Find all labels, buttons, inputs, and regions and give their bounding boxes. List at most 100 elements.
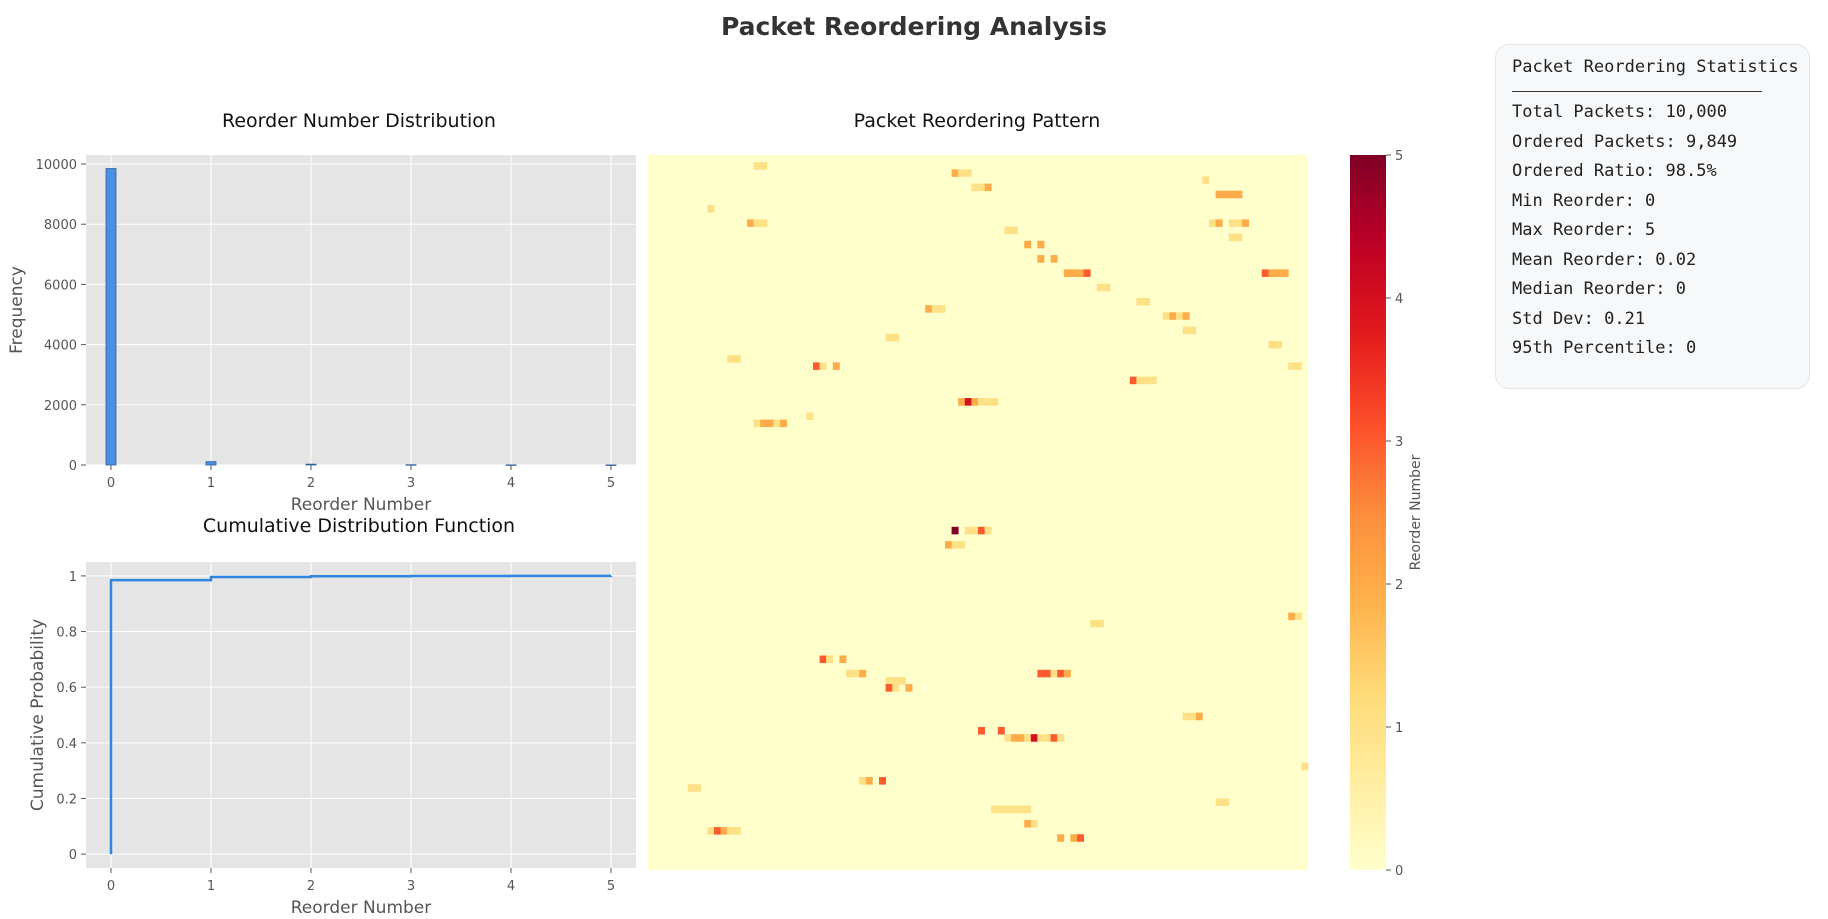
heatmap-cell xyxy=(1288,362,1296,370)
heatmap-cell xyxy=(938,305,946,313)
heatmap-cell xyxy=(1024,805,1032,814)
heatmap-cell xyxy=(760,219,768,227)
heatmap-cell xyxy=(1189,712,1197,721)
heatmap-cell xyxy=(1037,734,1045,742)
heatmap-cell xyxy=(747,219,754,227)
heatmap-cell xyxy=(958,169,966,177)
heatmap-cell xyxy=(1222,798,1230,807)
heatmap-cell xyxy=(1004,734,1012,742)
heatmap-cell xyxy=(819,362,827,370)
cdf-tick-label-x: 2 xyxy=(307,879,315,894)
cdf-tick-label-y: 0.2 xyxy=(56,792,77,807)
heatmap-cell xyxy=(806,412,814,420)
heatmap-cell xyxy=(1215,798,1223,807)
heatmap-cell xyxy=(971,183,979,192)
statistics-panel-title: Packet Reordering Statistics xyxy=(1512,57,1799,77)
heatmap-cell xyxy=(1202,176,1210,184)
heatmap-cell xyxy=(1268,340,1276,349)
histogram-tick-label-x: 1 xyxy=(207,476,215,491)
heatmap-cell xyxy=(727,355,735,363)
colorbar-tick-label: 1 xyxy=(1395,721,1403,736)
heatmap-cell xyxy=(753,162,761,170)
heatmap-cell xyxy=(1169,312,1177,320)
histogram-plot-area xyxy=(86,155,636,465)
heatmap-cell xyxy=(1063,269,1071,277)
heatmap-cell xyxy=(945,541,952,549)
heatmap-cell xyxy=(964,526,972,535)
histogram-y-axis-label: Frequency xyxy=(7,266,27,354)
heatmap-cell xyxy=(978,526,985,535)
histogram-bar xyxy=(105,168,117,466)
heatmap-cell xyxy=(1294,612,1302,621)
heatmap-cell xyxy=(720,827,728,835)
heatmap-cell xyxy=(1050,255,1058,263)
colorbar xyxy=(1350,155,1386,870)
statistics-divider xyxy=(1512,91,1762,92)
heatmap-cell xyxy=(964,398,972,406)
heatmap-cell xyxy=(951,526,959,535)
histogram-tick-label-y: 8000 xyxy=(44,218,77,233)
heatmap-cell xyxy=(1024,240,1032,249)
heatmap-cell xyxy=(1057,734,1065,742)
heatmap-cell xyxy=(997,805,1005,814)
stat-min-reorder: Min Reorder: 0 xyxy=(1512,190,1656,211)
heatmap-cell xyxy=(1242,219,1249,227)
heatmap-cell xyxy=(1004,805,1012,814)
heatmap-cell xyxy=(766,419,774,428)
histogram-tick-label-y: 10000 xyxy=(36,158,77,173)
heatmap-cell xyxy=(733,827,741,835)
heatmap-cell xyxy=(1083,269,1091,277)
heatmap-cell xyxy=(1024,734,1032,742)
heatmap-cell xyxy=(997,727,1005,735)
heatmap-cell xyxy=(991,805,999,814)
heatmap-cell xyxy=(1275,340,1282,349)
heatmap-cell xyxy=(1030,734,1038,742)
histogram-bar xyxy=(305,463,317,466)
colorbar-tick-label: 4 xyxy=(1395,292,1403,307)
histogram-bar xyxy=(605,464,617,466)
heatmap-cell xyxy=(1143,376,1150,385)
heatmap-cell xyxy=(1235,190,1243,199)
heatmap-cell xyxy=(1030,819,1038,828)
heatmap-cell xyxy=(1288,612,1296,621)
heatmap-cell xyxy=(951,169,959,177)
heatmap-cell xyxy=(1215,190,1223,199)
heatmap-cell xyxy=(1050,669,1058,678)
heatmap-cell xyxy=(1077,269,1084,277)
histogram-tick-label-x: 0 xyxy=(107,476,115,491)
heatmap-cell xyxy=(885,333,893,342)
heatmap-cell xyxy=(1044,734,1051,742)
cdf-tick-label-x: 4 xyxy=(507,879,515,894)
heatmap-cell xyxy=(1149,376,1157,385)
heatmap-cell xyxy=(826,655,834,664)
heatmap-cell xyxy=(984,183,992,192)
heatmap-cell xyxy=(1228,219,1236,227)
heatmap-cell xyxy=(892,684,900,692)
stat-std-dev: Std Dev: 0.21 xyxy=(1512,308,1646,329)
cdf-tick-label-x: 0 xyxy=(107,879,115,894)
heatmap-cell xyxy=(978,183,985,192)
heatmap-cell xyxy=(1182,312,1190,320)
stat-ordered-packets: Ordered Packets: 9,849 xyxy=(1512,131,1738,152)
heatmap-cell xyxy=(1235,219,1243,227)
heatmap-cell xyxy=(1275,269,1282,277)
figure-title: Packet Reordering Analysis xyxy=(721,12,1107,41)
heatmap-cell xyxy=(1096,283,1104,292)
heatmap-title: Packet Reordering Pattern xyxy=(853,110,1101,132)
heatmap-cell xyxy=(1294,362,1302,370)
heatmap-cell xyxy=(1143,298,1150,306)
histogram-tick-label-y: 0 xyxy=(69,459,77,474)
heatmap-cell xyxy=(1077,834,1084,842)
histogram-title: Reorder Number Distribution xyxy=(222,110,496,132)
heatmap-cell xyxy=(1017,805,1025,814)
stat-total-packets: Total Packets: 10,000 xyxy=(1512,102,1727,122)
heatmap-cell xyxy=(753,419,761,428)
heatmap-cell xyxy=(707,205,715,213)
cdf-tick-label-y: 0.6 xyxy=(56,681,77,696)
heatmap-cell xyxy=(1281,269,1289,277)
cdf-line xyxy=(109,574,613,855)
histogram-tick-label-x: 5 xyxy=(607,476,615,491)
heatmap-cell xyxy=(1037,240,1045,249)
heatmap-cell xyxy=(865,777,873,785)
